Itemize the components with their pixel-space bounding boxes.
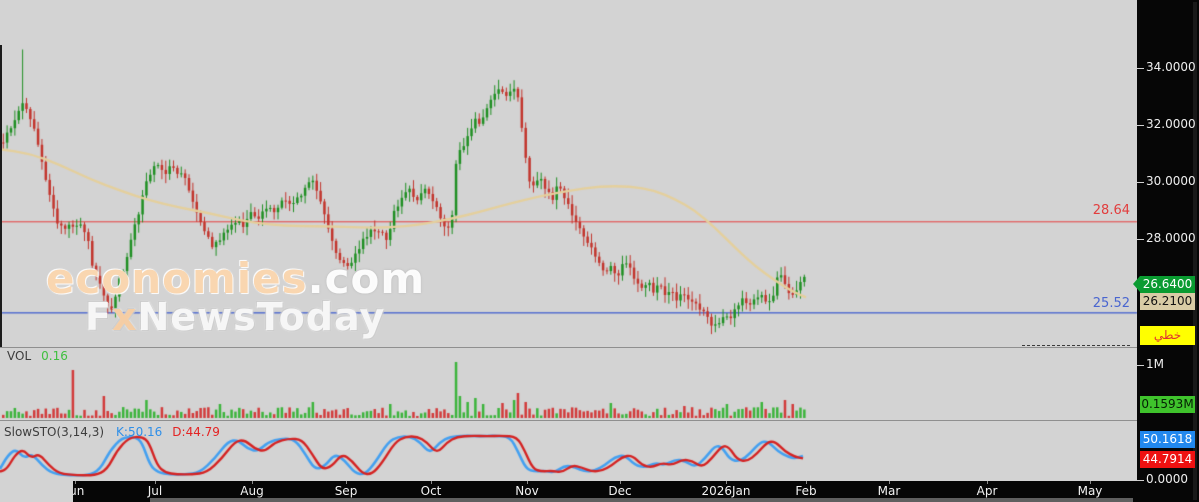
- price-axis-tick: [1137, 182, 1144, 183]
- price-axis[interactable]: 34.0000 32.0000 30.0000 28.0000 1M 0.0000 26.…: [1133, 0, 1199, 502]
- volume-label: VOL: [7, 349, 32, 363]
- prev-close-badge: 26.2100: [1140, 293, 1195, 310]
- time-axis-tick: [806, 481, 807, 484]
- sto-d-label: D:44.79: [172, 425, 220, 439]
- time-axis-month-label: Sep: [334, 484, 358, 498]
- price-axis-tick: [1137, 365, 1144, 366]
- time-axis-tick: [527, 481, 528, 484]
- time-axis-tick: [620, 481, 621, 484]
- time-axis-month-label: Aug: [240, 484, 264, 498]
- price-axis-label: 34.0000: [1146, 60, 1196, 74]
- dashed-level-segment: [1022, 345, 1130, 346]
- horizontal-scrollbar-thumb[interactable]: [150, 498, 1133, 502]
- time-axis-month-label: Jun: [73, 484, 85, 498]
- time-axis-month-label: Jul: [147, 484, 163, 498]
- price-axis-tick: [1137, 239, 1144, 240]
- sto-k-badge: 50.1618: [1140, 431, 1195, 448]
- time-axis-month-label: Apr: [976, 484, 998, 498]
- current-volume-badge: 0.1593M: [1140, 396, 1195, 413]
- time-axis-tick: [75, 481, 76, 484]
- time-axis-tick: [346, 481, 347, 484]
- time-axis[interactable]: Jun Jul Aug Sep Oct Nov Dec 2026Jan Feb Mar Apr May: [73, 481, 1137, 502]
- time-axis-tick: [987, 481, 988, 484]
- pane-separator-volume-sto[interactable]: [0, 420, 1137, 421]
- time-axis-tick: [1090, 481, 1091, 484]
- sto-d-badge: 44.7914: [1140, 451, 1195, 468]
- volume-value: 0.16: [41, 349, 68, 363]
- price-axis-label: 32.0000: [1146, 117, 1196, 131]
- time-axis-tick: [726, 481, 727, 484]
- price-axis-tick: [1137, 125, 1144, 126]
- time-axis-month-label: Mar: [877, 484, 901, 498]
- price-axis-label: 30.0000: [1146, 174, 1196, 188]
- time-axis-month-label: Feb: [795, 484, 817, 498]
- time-axis-tick: [155, 481, 156, 484]
- axis-scroll-strip: [1193, 2, 1197, 500]
- pane-separator-price-volume[interactable]: [0, 347, 1137, 348]
- time-axis-month-label: Oct: [420, 484, 442, 498]
- last-price-badge: 26.6400: [1133, 276, 1195, 293]
- price-axis-label: 28.0000: [1146, 231, 1196, 245]
- sto-pane-header: SlowSTO(3,14,3) K:50.16 D:44.79: [4, 425, 220, 439]
- price-axis-label: 1M: [1146, 357, 1164, 371]
- time-axis-month-label: Dec: [608, 484, 632, 498]
- time-axis-month-label: Nov: [515, 484, 539, 498]
- time-axis-month-label: May: [1077, 484, 1103, 498]
- chart-left-edge-mark: [0, 45, 2, 347]
- time-axis-month-label: 2026Jan: [701, 484, 751, 498]
- resistance-price-label: 28.64: [1092, 203, 1130, 218]
- price-axis-label: 0.0000: [1146, 472, 1188, 486]
- time-axis-tick: [889, 481, 890, 484]
- price-axis-tick: [1137, 480, 1144, 481]
- sto-indicator-label: SlowSTO(3,14,3): [4, 425, 105, 439]
- time-axis-tick: [252, 481, 253, 484]
- sto-k-label: K:50.16: [116, 425, 163, 439]
- price-axis-tick: [1137, 68, 1144, 69]
- time-axis-tick: [431, 481, 432, 484]
- volume-pane-header: VOL 0.16: [7, 349, 68, 363]
- support-price-label: 25.52: [1092, 296, 1130, 311]
- scale-mode-badge[interactable]: خطي: [1140, 326, 1195, 345]
